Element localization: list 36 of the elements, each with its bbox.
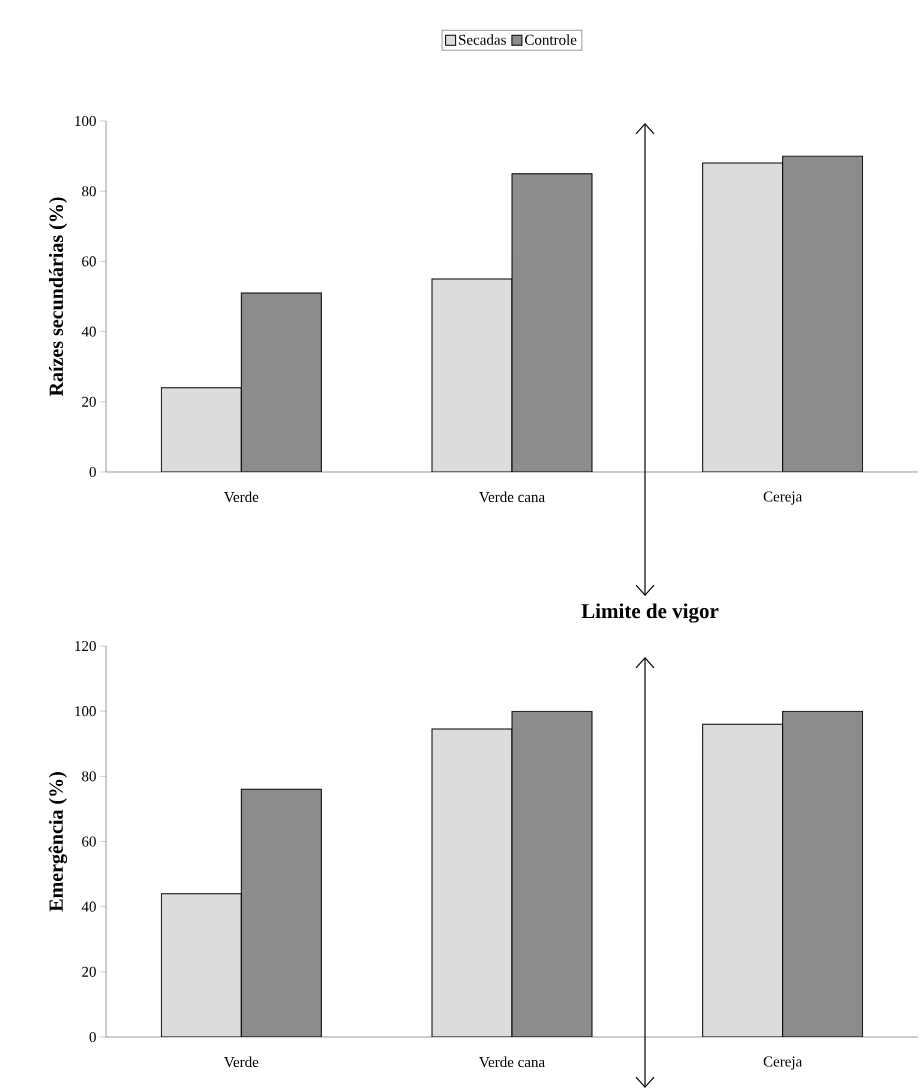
x-tick-label: Verde (224, 1056, 259, 1068)
y-tick-label: 60 (82, 836, 96, 847)
y-tick-label: 100 (75, 706, 96, 717)
y-tick-label: 0 (89, 466, 96, 478)
y-tick-label: 80 (82, 771, 96, 782)
x-tick-label: Cereja (763, 1056, 803, 1070)
bar (160, 893, 242, 1037)
y-axis-title: Emergência (%) (48, 772, 68, 912)
y-tick-label: 20 (82, 396, 96, 407)
legend-label: Secadas (459, 34, 506, 45)
y-tick-label: 40 (81, 901, 96, 912)
y-tick-label: 40 (81, 326, 96, 337)
y-tick-label: 120 (75, 640, 96, 652)
x-tick-label: Verde cana (479, 491, 545, 503)
y-tick-label: 100 (75, 115, 96, 127)
x-tick-label: Cereja (763, 491, 803, 505)
x-tick-label: Verde (224, 491, 259, 503)
bar (782, 710, 864, 1037)
bar (160, 387, 242, 472)
bar (240, 292, 322, 472)
y-tick-label: 80 (82, 186, 96, 197)
bar (702, 162, 784, 472)
y-axis-title: Raízes secundárias (%) (48, 197, 68, 397)
bar (431, 278, 513, 472)
y-tick-label: 60 (82, 256, 96, 267)
bar (702, 723, 784, 1037)
bar (511, 710, 593, 1037)
bar (431, 728, 513, 1037)
x-tick-label: Verde cana (479, 1056, 545, 1068)
bar (240, 788, 322, 1037)
y-tick-label: 20 (82, 966, 96, 977)
legend-label: Controle (525, 34, 577, 45)
text: Limite de vigor (581, 603, 719, 623)
bar (511, 173, 593, 472)
bar (782, 155, 864, 472)
y-tick-label: 0 (89, 1031, 96, 1043)
